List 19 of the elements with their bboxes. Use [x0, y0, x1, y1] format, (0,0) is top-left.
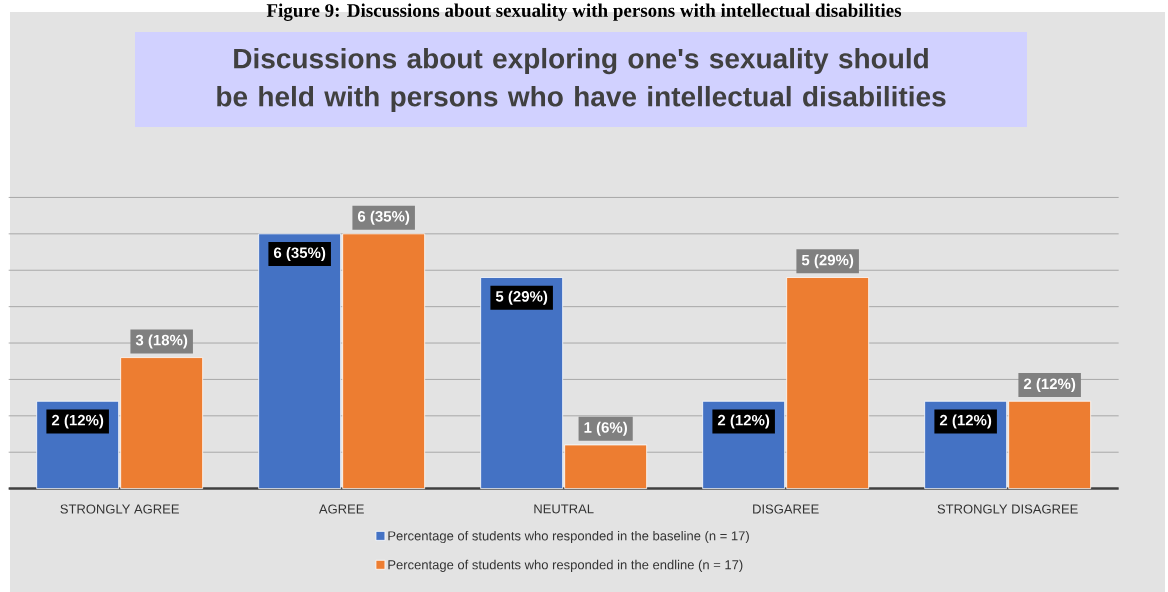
data-label: 2 (12%) [1023, 378, 1076, 393]
data-label: 1 (6%) [584, 421, 627, 436]
data-label: 5 (29%) [495, 290, 548, 305]
legend-label: Percentage of students who responded in the baseline (n = 17) [388, 530, 749, 544]
data-label: 2 (12%) [51, 414, 104, 429]
x-tick-label: NEUTRAL [534, 504, 594, 514]
data-label: 5 (29%) [801, 254, 854, 269]
data-label: 3 (18%) [135, 334, 188, 349]
caption: Figure 9: Discussions about sexuality with persons with intellectual disabilities [266, 3, 902, 21]
x-tick-label: STRONGLY AGREE [60, 504, 179, 514]
x-tick-label: DISGAREE [753, 504, 819, 514]
x-tick-label: STRONGLY DISAGREE [937, 504, 1078, 514]
x-tick-label: AGREE [318, 504, 364, 514]
data-label: 2 (12%) [939, 414, 992, 429]
chart-title: Discussions about exploring one's sexuality should be held with persons who have intellectual disabilities [217, 47, 946, 113]
data-label: 6 (35%) [273, 247, 326, 262]
data-label: 2 (12%) [717, 414, 770, 429]
data-label: 6 (35%) [357, 210, 410, 225]
legend-label: Percentage of students who responded in the endline (n = 17) [388, 559, 743, 572]
